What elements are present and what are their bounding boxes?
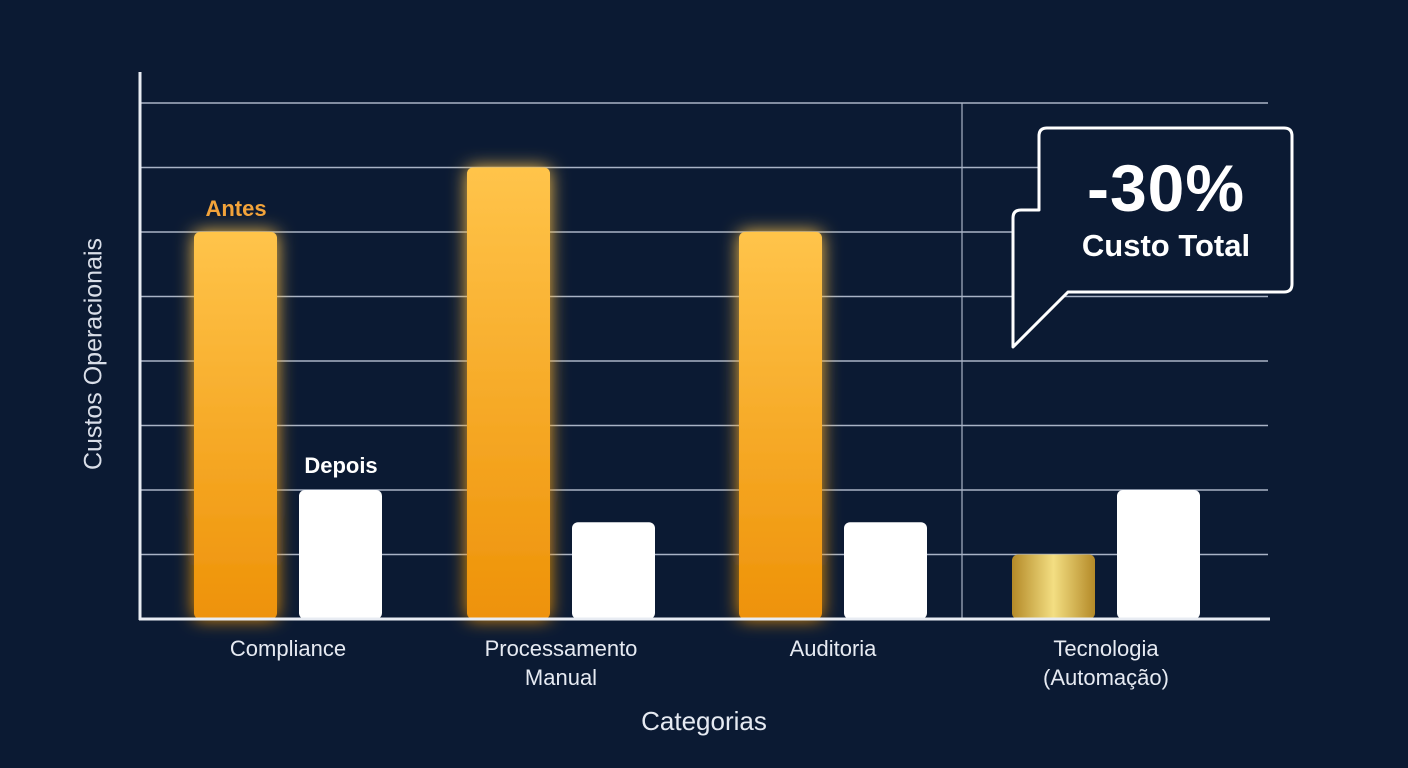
callout-value: -30% (1086, 151, 1246, 225)
bar-depois-2 (844, 522, 927, 619)
bar-antes-2 (739, 232, 822, 619)
bar-depois-3 (1117, 490, 1200, 619)
label-depois: Depois (304, 453, 378, 478)
bar-antes-3 (1012, 554, 1095, 619)
category-label-compliance: Compliance (229, 636, 347, 661)
callout-bubble (1011, 126, 1294, 349)
callout-caption: Custo Total (1081, 228, 1251, 263)
y-axis-label: Custos Operacionais (79, 237, 108, 471)
x-axis-label: Categorias (641, 706, 767, 736)
bar-antes-0 (194, 232, 277, 619)
bars (194, 167, 1200, 619)
category-label-auditoria: Auditoria (789, 636, 877, 661)
bar-depois-0 (299, 490, 382, 619)
label-antes: Antes (205, 196, 267, 221)
category-label-tecnologia: Tecnologia (Automação) (1043, 636, 1169, 690)
bar-depois-1 (572, 522, 655, 619)
bar-antes-1 (467, 167, 550, 619)
category-label-processamento: Processamento Manual (484, 636, 638, 690)
